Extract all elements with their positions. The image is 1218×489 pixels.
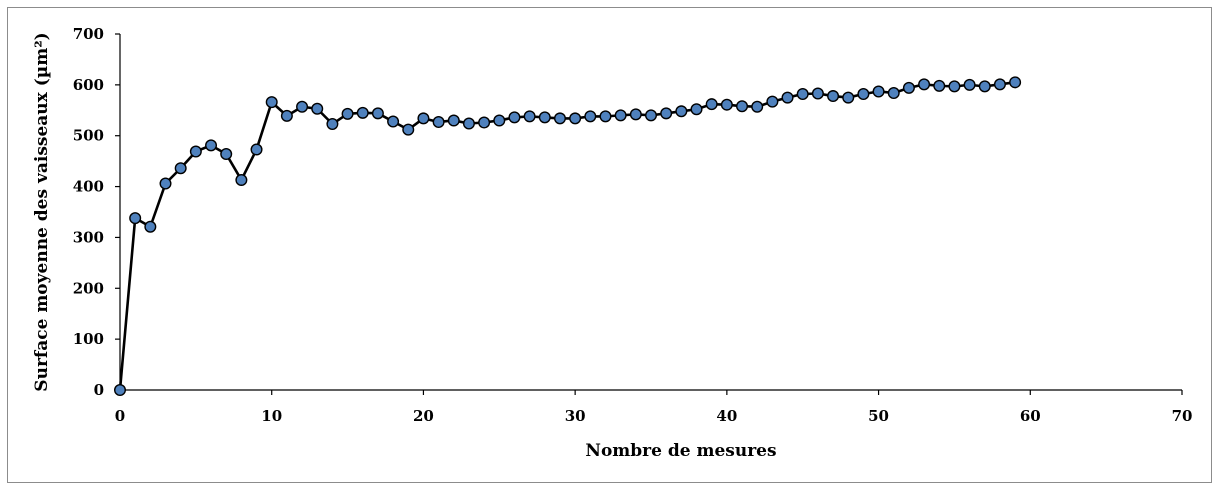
data-point — [144, 220, 157, 233]
x-tick-label: 60 — [1020, 407, 1041, 425]
data-point — [978, 80, 991, 93]
tick-marks — [115, 33, 1183, 395]
data-point — [933, 79, 946, 92]
data-point — [781, 91, 794, 104]
x-tick-label: 40 — [716, 407, 737, 425]
data-point — [842, 91, 855, 104]
data-point — [250, 143, 263, 156]
data-point — [902, 81, 915, 94]
data-point — [796, 88, 809, 101]
data-point — [523, 110, 536, 123]
data-point — [857, 88, 870, 101]
axes — [119, 34, 1182, 391]
data-point — [629, 108, 642, 121]
x-tick-label: 70 — [1172, 407, 1193, 425]
data-point — [402, 123, 415, 136]
data-point — [963, 78, 976, 91]
data-point — [948, 80, 961, 93]
data-point — [645, 109, 658, 122]
y-tick-label: 0 — [94, 381, 104, 399]
data-point — [887, 86, 900, 99]
data-point — [387, 115, 400, 128]
data-point — [205, 139, 218, 152]
data-point — [872, 85, 885, 98]
x-tick-label: 0 — [115, 407, 125, 425]
y-tick-label: 400 — [73, 178, 104, 196]
x-tick-label: 30 — [565, 407, 586, 425]
data-point — [341, 107, 354, 120]
y-tick-label: 600 — [73, 76, 104, 94]
y-tick-label: 300 — [73, 228, 104, 246]
tick-labels: 0 100 200 300 400 500 600 700 0 10 20 30 40 50 60 70 — [73, 25, 1193, 425]
data-point — [766, 95, 779, 108]
y-tick-label: 700 — [73, 25, 104, 43]
data-point — [129, 212, 142, 225]
data-point — [447, 114, 460, 127]
data-point — [326, 118, 339, 131]
data-point — [918, 78, 931, 91]
data-point — [553, 112, 566, 125]
data-point — [189, 145, 202, 158]
data-point — [371, 107, 384, 120]
data-point — [1009, 76, 1022, 89]
data-point — [417, 112, 430, 125]
data-point — [993, 78, 1006, 91]
data-point — [811, 87, 824, 100]
series — [113, 76, 1022, 397]
data-point — [690, 103, 703, 116]
data-point — [235, 173, 248, 186]
data-point — [280, 109, 293, 122]
data-point — [675, 105, 688, 118]
x-axis-title: Nombre de mesures — [585, 441, 776, 461]
data-point — [113, 384, 126, 397]
y-tick-label: 200 — [73, 279, 104, 297]
data-point — [599, 110, 612, 123]
data-point — [569, 112, 582, 125]
data-point — [751, 100, 764, 113]
y-tick-label: 100 — [73, 330, 104, 348]
series-line — [118, 81, 1016, 391]
x-tick-label: 20 — [413, 407, 434, 425]
data-point — [660, 107, 673, 120]
x-tick-label: 50 — [868, 407, 889, 425]
data-point — [538, 111, 551, 124]
data-point — [265, 96, 278, 109]
data-point — [432, 115, 445, 128]
data-point — [356, 106, 369, 119]
y-tick-label: 500 — [73, 127, 104, 145]
data-point — [720, 98, 733, 111]
data-point — [493, 114, 506, 127]
data-point — [296, 100, 309, 113]
data-point — [311, 102, 324, 115]
data-point — [614, 109, 627, 122]
y-axis-title: Surface moyenne des vaisseaux (µm²) — [32, 32, 52, 391]
data-point — [705, 98, 718, 111]
data-point — [462, 117, 475, 130]
x-tick-label: 10 — [261, 407, 282, 425]
data-point — [159, 177, 172, 190]
data-point — [584, 110, 597, 123]
data-point — [478, 116, 491, 129]
data-point — [736, 100, 749, 113]
data-point — [827, 90, 840, 103]
data-point — [508, 111, 521, 124]
data-point — [220, 148, 233, 161]
data-point — [174, 162, 187, 175]
